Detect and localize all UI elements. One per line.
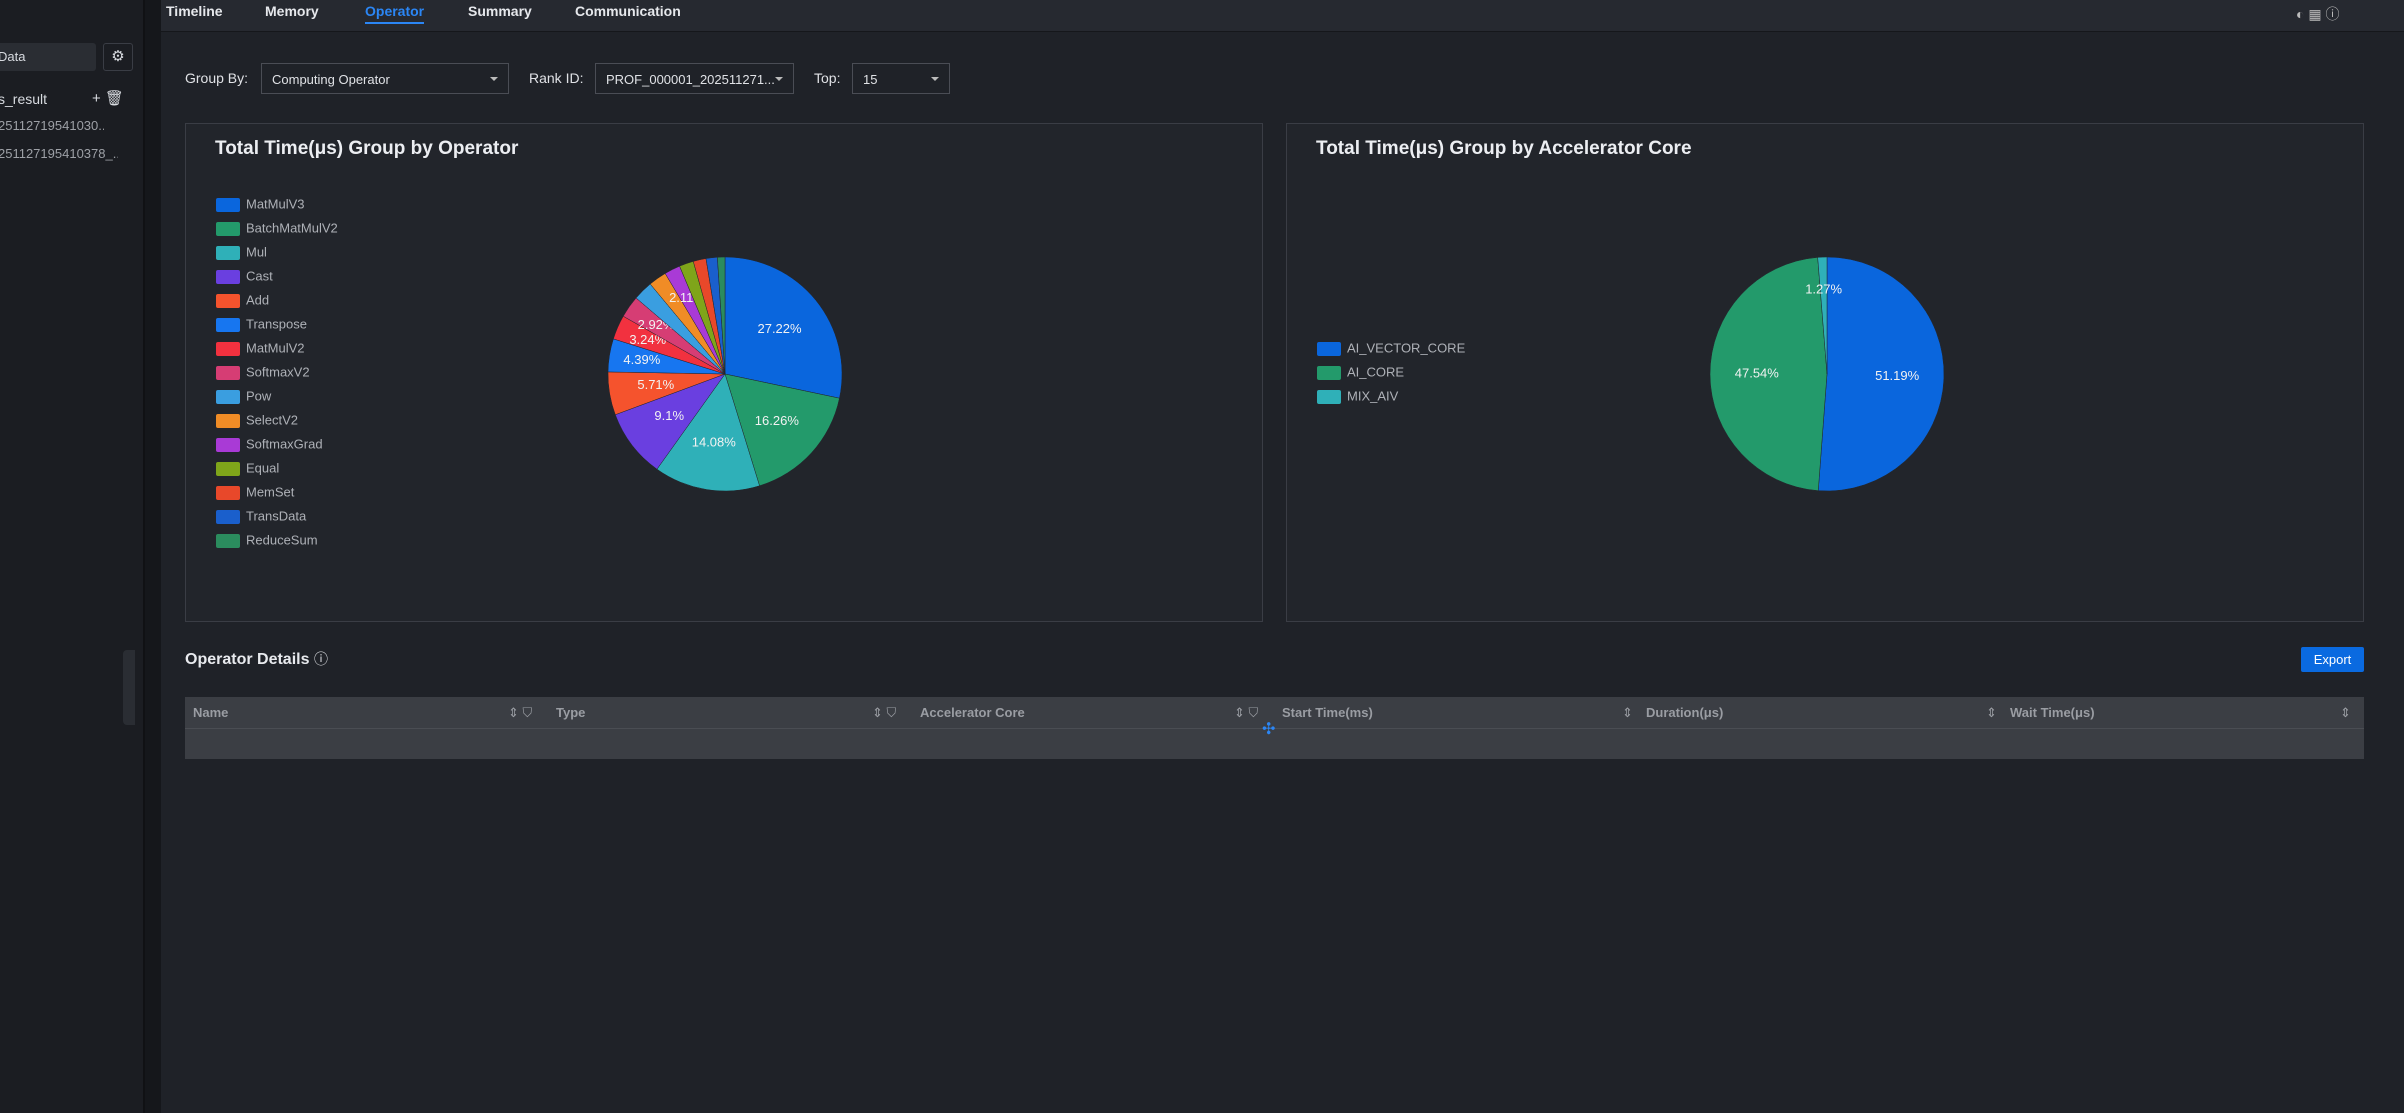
chart: Total Time(μs) Group by Accelerator Core…: [1316, 138, 1945, 492]
legend-swatch: [216, 246, 240, 260]
table-divider: [185, 728, 2364, 729]
collapse-handle[interactable]: [123, 650, 135, 725]
legend-label: Pow: [246, 388, 272, 403]
legend-swatch: [1317, 390, 1341, 404]
legend-label: Mul: [246, 244, 267, 259]
column-header[interactable]: Duration(μs): [1646, 705, 1724, 720]
pie-slice: [717, 256, 726, 375]
export-button[interactable]: Export: [2301, 647, 2364, 672]
legend-label: MIX_AIV: [1347, 388, 1399, 403]
legend-label: AI_VECTOR_CORE: [1347, 340, 1466, 355]
file-item[interactable]: 251127195410378_...: [0, 146, 118, 161]
legend-swatch: [216, 270, 240, 284]
select[interactable]: PROF_000001_202511271...: [595, 63, 794, 94]
label: Group By:: [185, 70, 249, 86]
legend-swatch: [1317, 366, 1341, 380]
legend-swatch: [216, 462, 240, 476]
sort-icon[interactable]: ⇕ ⛉: [508, 705, 533, 720]
legend-label: AI_CORE: [1347, 364, 1404, 379]
chart-title: Total Time(μs) Group by Operator: [215, 138, 519, 159]
pie-slice: [724, 373, 840, 487]
project-name[interactable]: s_result: [0, 91, 48, 107]
loading-spinner: ✣: [1262, 721, 1276, 738]
sort-icon[interactable]: ⇕ ⛉: [872, 705, 897, 720]
select[interactable]: Computing Operator: [261, 63, 509, 94]
data-label: 4.39%: [623, 352, 660, 367]
data-label: 5.71%: [637, 377, 674, 392]
tab[interactable]: Summary: [468, 3, 532, 19]
chart-panel: Total Time(μs) Group by Accelerator Core…: [1286, 123, 2364, 622]
legend-swatch: [1317, 342, 1341, 356]
section-title-text: Operator Details: [185, 651, 310, 668]
legend-label: Transpose: [246, 316, 307, 331]
data-label: 27.22%: [757, 321, 802, 336]
add-button[interactable]: + 🗑: [92, 90, 124, 107]
tab[interactable]: Communication: [575, 3, 681, 19]
legend-swatch: [216, 534, 240, 548]
column-header[interactable]: Type: [556, 705, 586, 720]
label: Top:: [814, 70, 841, 86]
column-header[interactable]: Accelerator Core: [920, 705, 1025, 720]
legend-label: SoftmaxV2: [246, 364, 310, 379]
legend-swatch: [216, 198, 240, 212]
data-label: 14.08%: [692, 435, 737, 450]
column-header[interactable]: Wait Time(μs): [2010, 705, 2095, 720]
label: Rank ID:: [529, 70, 584, 86]
legend-swatch: [216, 510, 240, 524]
tab[interactable]: Timeline: [166, 3, 223, 19]
data-label: 47.54%: [1735, 366, 1780, 381]
data-label: 1.27%: [1805, 281, 1842, 296]
legend-label: TransData: [246, 508, 307, 523]
sidebar-search[interactable]: Data: [0, 43, 96, 71]
sort-icon[interactable]: ⇕ ⛉: [1234, 705, 1259, 720]
legend-swatch: [216, 318, 240, 332]
legend-label: Add: [246, 292, 269, 307]
settings-button[interactable]: ⚙: [103, 43, 133, 71]
column-header[interactable]: Start Time(ms): [1282, 705, 1373, 720]
section-title: Operator Details ⓘ: [185, 649, 328, 669]
legend-swatch: [216, 438, 240, 452]
data-label: 51.19%: [1875, 368, 1920, 383]
select[interactable]: 15: [852, 63, 950, 94]
pie-slice: [1817, 256, 1945, 492]
legend-label: Equal: [246, 460, 279, 475]
legend-swatch: [216, 486, 240, 500]
sort-icon[interactable]: ⇕: [2340, 705, 2351, 720]
legend-label: SelectV2: [246, 412, 298, 427]
tab[interactable]: Operator: [365, 0, 425, 24]
legend-label: MatMulV2: [246, 340, 305, 355]
legend-label: Cast: [246, 268, 273, 283]
pie-slice: [1817, 256, 1828, 375]
legend-swatch: [216, 222, 240, 236]
legend-swatch: [216, 366, 240, 380]
legend-swatch: [216, 294, 240, 308]
pie-slice: [656, 373, 760, 492]
file-item[interactable]: 25112719541030...: [0, 118, 104, 133]
sort-icon[interactable]: ⇕: [1622, 705, 1633, 720]
chart: Total Time(μs) Group by Operator 27.22% Ma…: [215, 138, 843, 548]
pie-slice: [1709, 257, 1828, 491]
help-icon[interactable]: ⓘ: [313, 651, 328, 667]
legend-swatch: [216, 414, 240, 428]
sort-icon[interactable]: ⇕: [1986, 705, 1997, 720]
legend-label: BatchMatMulV2: [246, 220, 338, 235]
chart-title: Total Time(μs) Group by Accelerator Core: [1316, 138, 1692, 159]
legend-swatch: [216, 390, 240, 404]
legend-label: MatMulV3: [246, 196, 305, 211]
column-header[interactable]: Name: [193, 705, 229, 720]
legend-label: MemSet: [246, 484, 295, 499]
legend-swatch: [216, 342, 240, 356]
legend-label: SoftmaxGrad: [246, 436, 323, 451]
toolbar-icons[interactable]: ◐ ▦ ⓘ: [2296, 6, 2340, 22]
gutter: [145, 0, 161, 1113]
tab[interactable]: Memory: [265, 3, 319, 19]
sidebar: [0, 0, 145, 1113]
chart-panel: Total Time(μs) Group by Operator 27.22% Ma…: [185, 123, 1263, 622]
data-label: 9.1%: [654, 408, 684, 423]
data-label: 16.26%: [755, 413, 800, 428]
legend-label: ReduceSum: [246, 532, 318, 547]
pie-slice: [724, 256, 843, 399]
top-bar: [161, 0, 2404, 32]
